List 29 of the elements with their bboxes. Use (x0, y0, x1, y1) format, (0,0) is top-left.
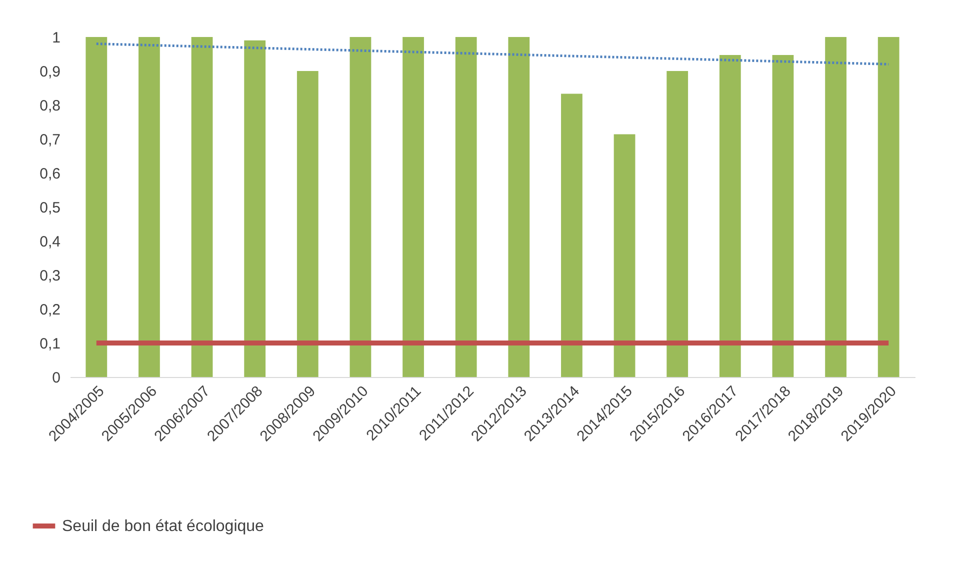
legend-label: Seuil de bon état écologique (62, 518, 264, 535)
line-series (95, 42, 890, 66)
bar (508, 37, 530, 377)
y-tick-label: 0,3 (40, 268, 60, 284)
bar (825, 37, 846, 377)
bar (666, 71, 688, 377)
bar (350, 37, 372, 377)
bar (138, 37, 160, 377)
y-tick-label: 0,7 (40, 132, 60, 148)
bar (878, 37, 900, 377)
bar (455, 37, 477, 377)
bar (402, 37, 424, 377)
y-tick-label: 0,9 (40, 64, 60, 80)
y-tick-label: 0,1 (40, 336, 60, 352)
bar (561, 94, 582, 377)
y-tick-label: 0,4 (40, 234, 60, 250)
y-tick-label: 0,6 (40, 166, 60, 182)
y-tick-label: 0 (52, 370, 60, 386)
y-tick-label: 1 (52, 30, 60, 46)
y-tick-label: 0,2 (40, 302, 60, 318)
bar (772, 55, 794, 377)
bar (191, 37, 213, 377)
bar (719, 55, 741, 377)
bar (244, 40, 266, 377)
y-tick-label: 0,5 (40, 200, 60, 216)
bar (296, 71, 318, 377)
bar (86, 37, 108, 377)
y-tick-label: 0,8 (40, 98, 60, 114)
bar (614, 134, 636, 377)
